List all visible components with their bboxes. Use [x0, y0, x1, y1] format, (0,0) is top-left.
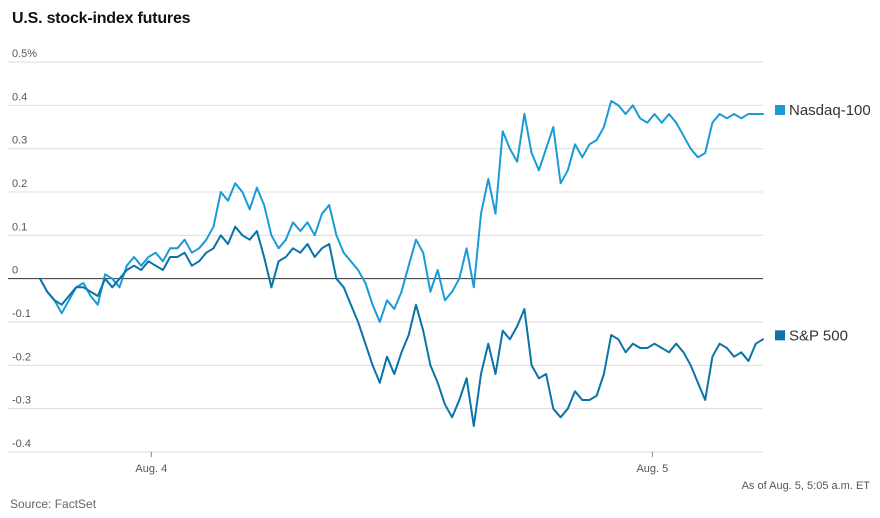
y-tick-label: -0.4 — [12, 438, 31, 450]
x-axis-ticks: Aug. 4 Aug. 5 — [135, 452, 668, 475]
y-tick-label: 0.1 — [12, 221, 27, 233]
y-axis-ticks: 0.5% 0.4 0.3 0.2 0.1 0 -0.1 -0.2 -0.3 -0.4 — [12, 48, 37, 450]
y-tick-label: -0.1 — [12, 308, 31, 320]
y-tick-label: 0 — [12, 265, 18, 277]
series-line-s-p-500 — [39, 225, 764, 427]
legend-swatch — [775, 330, 785, 341]
y-tick-label: -0.3 — [12, 395, 31, 407]
y-tick-label: -0.2 — [12, 351, 31, 363]
legend-label: S&P 500 — [789, 327, 848, 344]
chart-title: U.S. stock-index futures — [12, 10, 191, 27]
timestamp-note: As of Aug. 5, 5:05 a.m. ET — [741, 480, 870, 492]
y-tick-label: 0.2 — [12, 178, 27, 190]
y-tick-label: 0.4 — [12, 91, 27, 103]
legend: Nasdaq-100 S&P 500 — [775, 102, 871, 344]
y-tick-label: 0.5% — [12, 48, 37, 60]
x-tick-label: Aug. 4 — [135, 463, 167, 475]
x-tick-label: Aug. 5 — [636, 463, 668, 475]
source-note: Source: FactSet — [10, 497, 97, 511]
legend-label: Nasdaq-100 — [789, 102, 871, 119]
gridlines — [8, 61, 763, 453]
series-lines — [39, 100, 764, 427]
y-tick-label: 0.3 — [12, 135, 27, 147]
legend-entry: Nasdaq-100 — [775, 102, 871, 119]
series-line-nasdaq-100 — [39, 100, 764, 323]
legend-swatch — [775, 105, 785, 115]
legend-entry: S&P 500 — [775, 327, 848, 344]
